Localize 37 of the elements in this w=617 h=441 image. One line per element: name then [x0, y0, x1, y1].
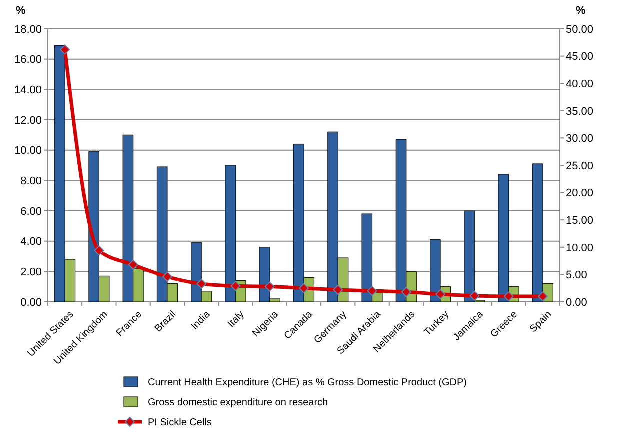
legend-label: Current Health Expenditure (CHE) as % Gross Domestic Product (GDP)	[148, 378, 467, 388]
y-tick-label: 4.00	[20, 236, 42, 248]
point	[94, 246, 104, 256]
point	[60, 44, 70, 55]
point	[401, 287, 412, 298]
legend-label: PI Sickle Cells	[148, 418, 212, 428]
y2-tick-label: 30.00	[566, 133, 594, 146]
y-tick-label: 0.00	[20, 296, 42, 309]
y2-tick-label: 0.00	[566, 296, 588, 309]
y2-tick-label: 20.00	[566, 188, 594, 200]
y-tick-label: 2.00	[20, 266, 42, 279]
y2-axis-title: %	[576, 5, 586, 17]
y2-tick-label: 40.00	[566, 78, 594, 90]
y2-tick-label: 5.00	[566, 270, 588, 282]
y-tick-label: 16.00	[14, 54, 42, 66]
y-tick-label: 12.00	[14, 114, 42, 127]
point	[470, 290, 480, 301]
y2-tick-label: 25.00	[566, 160, 594, 172]
y-tick-label: 14.00	[14, 84, 42, 97]
y2-tick-label: 15.00	[566, 214, 594, 227]
point	[196, 278, 207, 289]
legend-label: Gross domestic expenditure on research	[148, 398, 328, 408]
y-tick-label: 18.00	[14, 24, 42, 36]
y-tick-label: 8.00	[20, 176, 42, 188]
y2-tick-label: 10.00	[566, 242, 594, 254]
x-tick-label: Italy	[226, 309, 247, 330]
point	[333, 284, 344, 295]
point	[264, 282, 275, 292]
y-tick-label: 6.00	[20, 206, 42, 218]
y2-tick-label: 50.00	[566, 24, 594, 36]
y-axis-title: %	[16, 5, 26, 17]
point	[367, 286, 378, 296]
y2-tick-label: 45.00	[566, 51, 594, 64]
y-tick-label: 10.00	[14, 145, 42, 158]
point	[162, 272, 172, 282]
y2-tick-label: 35.00	[566, 106, 594, 118]
point	[128, 260, 138, 270]
